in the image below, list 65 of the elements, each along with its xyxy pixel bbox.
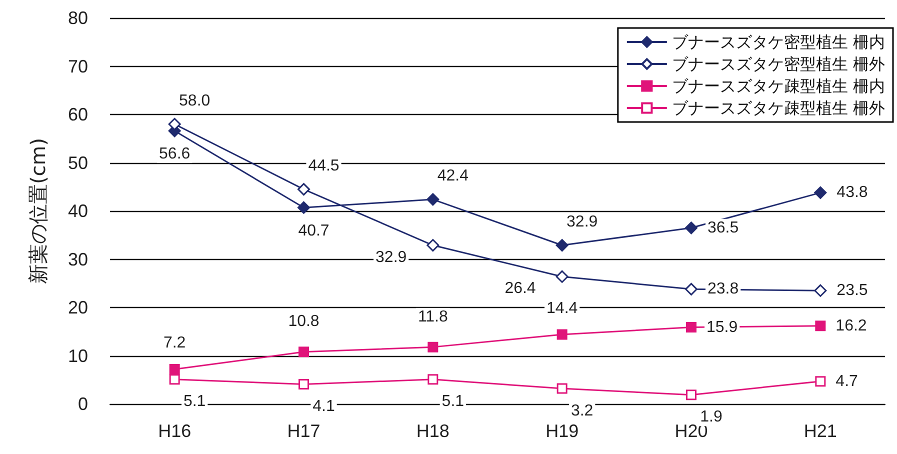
point <box>169 374 180 385</box>
data-label: 23.8 <box>708 280 739 298</box>
x-tick-label: H19 <box>546 421 579 441</box>
point <box>169 364 180 375</box>
point <box>298 183 310 196</box>
x-tick-label: H16 <box>158 421 192 441</box>
data-label: 16.2 <box>836 317 867 334</box>
point <box>556 329 568 340</box>
point <box>556 383 568 394</box>
point <box>815 376 826 387</box>
y-tick-label: 20 <box>68 298 88 318</box>
data-label: 1.9 <box>700 408 722 426</box>
data-label: 56.6 <box>159 146 190 163</box>
data-label: 26.4 <box>504 280 536 298</box>
point <box>814 284 827 297</box>
data-label: 58.0 <box>179 92 210 110</box>
legend-label: ブナースズタケ密型植生 柵外 <box>672 54 886 74</box>
x-tick-label: H18 <box>416 421 450 441</box>
y-tick-label: 10 <box>68 346 88 366</box>
data-label: 44.5 <box>308 158 340 175</box>
data-label: 10.8 <box>288 313 320 330</box>
point <box>428 374 438 385</box>
point <box>686 322 696 333</box>
data-label: 4.7 <box>836 372 858 390</box>
point <box>685 222 698 234</box>
data-label: 11.8 <box>418 308 448 326</box>
legend-label: ブナースズタケ疎型植生 柵外 <box>672 98 886 118</box>
x-tick-label: H21 <box>804 421 837 441</box>
data-label: 40.7 <box>298 222 330 240</box>
point <box>685 282 698 296</box>
y-tick-label: 80 <box>68 8 88 28</box>
y-axis-title: 新葉の位置(cm) <box>26 138 50 284</box>
point <box>298 201 310 214</box>
y-tick-label: 60 <box>68 104 88 124</box>
data-label: 36.5 <box>708 219 739 236</box>
y-tick-label: 70 <box>68 56 88 76</box>
y-tick-label: 40 <box>68 201 88 221</box>
data-label: 3.2 <box>570 402 594 420</box>
data-label: 4.1 <box>312 398 335 415</box>
data-label: 5.1 <box>442 393 464 410</box>
point <box>556 270 568 283</box>
legend-label: ブナースズタケ密型植生 柵内 <box>672 32 886 52</box>
point <box>426 239 440 252</box>
data-label: 5.1 <box>183 393 206 410</box>
y-tick-label: 50 <box>68 152 88 173</box>
data-label: 7.2 <box>163 334 186 352</box>
y-tick-label: 0 <box>78 394 88 414</box>
data-label: 14.4 <box>546 300 578 317</box>
point <box>815 320 826 332</box>
point <box>428 342 438 352</box>
point <box>298 378 309 390</box>
data-label: 43.8 <box>836 184 868 202</box>
y-tick-label: 30 <box>68 249 88 270</box>
x-tick-label: H17 <box>287 421 320 441</box>
point <box>814 186 827 199</box>
point <box>556 239 568 252</box>
data-label: 32.9 <box>566 214 598 231</box>
data-label: 32.9 <box>376 248 407 266</box>
data-label: 23.5 <box>836 282 868 300</box>
data-label: 42.4 <box>437 168 469 185</box>
point <box>686 390 696 400</box>
point <box>298 346 309 358</box>
data-label: 15.9 <box>706 318 738 336</box>
point <box>426 193 440 206</box>
legend-label: ブナースズタケ疎型植生 柵内 <box>672 76 886 96</box>
